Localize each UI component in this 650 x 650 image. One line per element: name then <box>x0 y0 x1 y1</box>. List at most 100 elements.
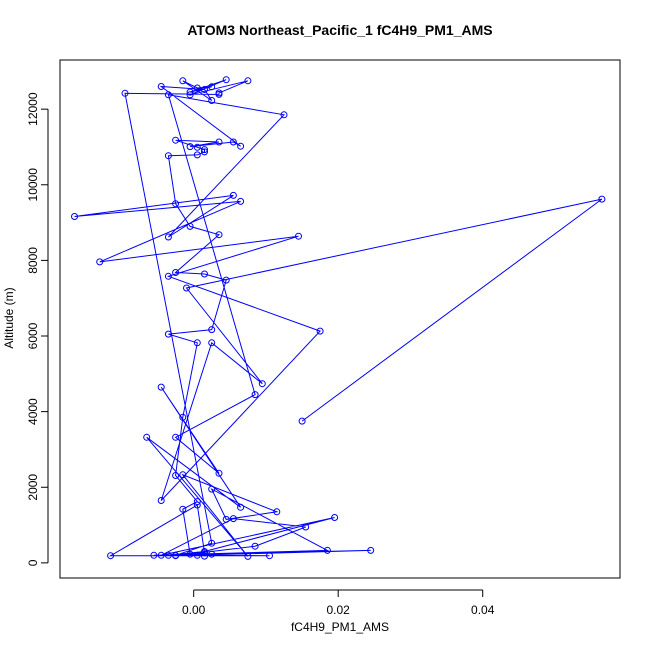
data-point <box>598 195 606 203</box>
y-tick-label: 10000 <box>26 168 40 202</box>
data-point <box>280 111 288 119</box>
data-point <box>251 542 259 550</box>
series-line <box>74 79 603 557</box>
data-point <box>215 89 223 97</box>
x-axis-label: fC4H9_PM1_AMS <box>291 620 389 634</box>
data-point <box>121 89 129 97</box>
data-point <box>266 552 273 560</box>
data-point <box>193 84 201 92</box>
data-point <box>186 91 194 99</box>
data-point <box>215 138 223 146</box>
y-tick-label: 0 <box>26 559 40 566</box>
data-point <box>96 258 104 266</box>
x-axis: 0.00 0.02 0.04 <box>182 589 495 617</box>
data-point <box>201 552 208 560</box>
x-tick-label: 0.00 <box>182 603 206 617</box>
data-point <box>193 143 201 151</box>
data-point <box>164 330 172 338</box>
data-point <box>244 77 252 85</box>
data-point <box>222 276 230 284</box>
data-point <box>164 272 172 280</box>
data-point <box>164 233 172 241</box>
data-point <box>331 514 339 521</box>
data-point <box>164 152 172 160</box>
data-point <box>201 270 208 278</box>
data-point <box>237 503 245 511</box>
data-point <box>179 77 187 85</box>
y-tick-label: 12000 <box>26 92 40 126</box>
data-point <box>172 269 180 276</box>
data-point <box>157 383 165 391</box>
data-point <box>298 417 306 425</box>
data-point <box>193 551 201 559</box>
data-point <box>186 88 194 96</box>
data-point <box>172 200 180 208</box>
data-point <box>150 551 158 559</box>
data-point <box>323 546 331 554</box>
data-point <box>215 231 223 239</box>
data-point <box>107 552 115 560</box>
data-point <box>201 148 208 156</box>
data-point <box>244 552 252 560</box>
y-axis: 0 2000 4000 6000 8000 10000 12000 <box>26 92 49 566</box>
data-point <box>229 191 237 199</box>
data-point <box>193 339 201 347</box>
data-point <box>193 151 201 159</box>
y-axis-label: Altitude (m) <box>2 287 16 348</box>
data-point <box>183 284 190 292</box>
data-point <box>179 505 187 513</box>
data-point <box>208 550 216 558</box>
data-point <box>193 498 201 506</box>
x-tick-label: 0.04 <box>471 603 495 617</box>
data-point <box>208 97 216 104</box>
data-point <box>172 472 180 479</box>
chart-title: ATOM3 Northeast_Pacific_1 fC4H9_PM1_AMS <box>187 22 492 38</box>
data-point <box>172 551 180 559</box>
y-tick-label: 6000 <box>26 322 40 349</box>
data-point <box>229 515 237 523</box>
data-point <box>222 515 230 523</box>
data-point <box>201 146 208 154</box>
data-point <box>201 549 208 557</box>
data-point <box>208 326 216 334</box>
data-point <box>186 222 194 230</box>
data-point <box>201 86 208 93</box>
data-point <box>186 550 194 558</box>
data-point <box>367 546 375 554</box>
data-point <box>164 551 172 559</box>
y-tick-label: 2000 <box>26 474 40 501</box>
x-tick-label: 0.02 <box>327 603 351 617</box>
data-point <box>157 83 165 90</box>
plot-frame <box>59 59 621 579</box>
data-point <box>208 339 216 347</box>
data-point <box>258 380 266 388</box>
data-point <box>186 143 194 151</box>
data-point <box>208 83 216 91</box>
data-point <box>251 391 259 399</box>
data-point <box>157 551 165 559</box>
data-point <box>164 91 172 99</box>
data-point <box>208 485 216 493</box>
data-point <box>179 413 187 421</box>
y-tick-label: 4000 <box>26 398 40 425</box>
data-point <box>172 433 180 441</box>
data-point <box>172 136 180 144</box>
data-point <box>71 213 78 220</box>
data-point <box>237 142 245 150</box>
data-point <box>193 501 201 509</box>
data-point <box>208 539 216 547</box>
data-point <box>215 469 223 477</box>
y-tick-label: 8000 <box>26 247 40 274</box>
data-point <box>229 138 237 146</box>
data-point <box>143 433 151 441</box>
data-point <box>316 327 324 335</box>
data-point <box>222 76 230 84</box>
data-point <box>295 232 302 240</box>
data-point <box>273 508 281 516</box>
data-point <box>157 497 165 504</box>
data-point <box>302 523 310 531</box>
data-point <box>237 197 245 205</box>
data-point <box>179 471 187 479</box>
series-layer <box>71 76 606 560</box>
